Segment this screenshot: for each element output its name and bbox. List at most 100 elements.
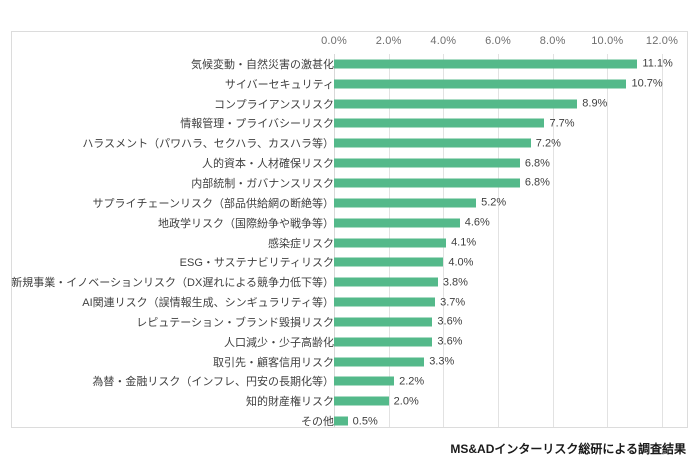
category-label: AI関連リスク（誤情報生成、シンギュラリティ等）: [82, 297, 334, 310]
bar: [334, 396, 389, 406]
bar-value-label: 10.7%: [631, 77, 663, 90]
bar-value-label: 4.1%: [451, 236, 477, 249]
bar: [334, 277, 438, 287]
x-axis-tick-label: 8.0%: [539, 35, 566, 47]
bar-value-label: 4.0%: [448, 256, 474, 269]
bar-container: 10.7%: [334, 77, 663, 90]
bar-container: 3.6%: [334, 315, 463, 328]
bar-container: 4.0%: [334, 256, 474, 269]
category-label: ESG・サステナビリティリスク: [179, 257, 334, 270]
bar-value-label: 7.7%: [549, 117, 575, 130]
category-label: 知的財産権リスク: [246, 396, 334, 409]
source-note: MS&ADインターリスク総研による調査結果: [450, 442, 686, 456]
bar-row: コンプライアンスリスク 8.9%: [12, 94, 687, 114]
bar: [334, 218, 460, 228]
bar: [334, 238, 447, 248]
bar: [334, 158, 520, 168]
bar-row: 人口減少・少子高齢化 3.6%: [12, 332, 687, 352]
bar-row: その他 0.5%: [12, 411, 687, 431]
bar-row: 気候変動・自然災害の激甚化 11.1%: [12, 54, 687, 74]
bar: [334, 357, 425, 367]
bar-row: 内部統制・ガバナンスリスク 6.8%: [12, 173, 687, 193]
bar-container: 3.7%: [334, 296, 466, 309]
category-label: 感染症リスク: [268, 237, 334, 250]
bar-rows: 気候変動・自然災害の激甚化 11.1% サイバーセキュリティ 10.7% コンプライアン…: [11, 54, 687, 431]
bar-value-label: 4.6%: [464, 216, 490, 229]
x-axis-tick-label: 2.0%: [375, 35, 402, 47]
category-label: 取引先・顧客信用リスク: [213, 356, 334, 369]
category-label: 地政学リスク（国際紛争や戦争等）: [158, 217, 334, 230]
bar-value-label: 3.6%: [437, 315, 463, 328]
bar-container: 3.6%: [334, 335, 463, 348]
bar-value-label: 3.6%: [437, 335, 463, 348]
bar: [334, 337, 433, 347]
category-label: 人口減少・少子高齢化: [224, 336, 334, 349]
bar-container: 3.8%: [334, 276, 468, 289]
bar-container: 0.5%: [334, 415, 378, 428]
bar-row: ハラスメント（パワハラ、セクハラ、カスハラ等） 7.2%: [12, 133, 687, 153]
category-label: コンプライアンスリスク: [213, 98, 334, 111]
bar-row: レピュテーション・ブランド毀損リスク 3.6%: [12, 312, 687, 332]
bar-container: 11.1%: [334, 57, 673, 70]
bar-row: AI関連リスク（誤情報生成、シンギュラリティ等） 3.7%: [12, 292, 687, 312]
bar-value-label: 7.2%: [535, 137, 561, 150]
category-label: 新規事業・イノベーションリスク（DX遅れによる競争力低下等）: [11, 277, 334, 290]
bar-value-label: 6.8%: [524, 176, 550, 189]
bar-value-label: 8.9%: [582, 97, 608, 110]
bar: [334, 376, 395, 386]
category-label: 気候変動・自然災害の激甚化: [191, 58, 334, 71]
bar-container: 2.0%: [334, 395, 419, 408]
bar-row: 情報管理・プライバシーリスク 7.7%: [12, 114, 687, 134]
bar: [334, 257, 444, 267]
bar-row: ESG・サステナビリティリスク 4.0%: [12, 252, 687, 272]
bar-row: 為替・金融リスク（インフレ、円安の長期化等） 2.2%: [12, 372, 687, 392]
x-axis-tick-label: 12.0%: [645, 35, 679, 47]
bar-container: 8.9%: [334, 97, 608, 110]
bar-value-label: 3.3%: [429, 355, 455, 368]
bar-value-label: 0.5%: [352, 415, 378, 428]
bar-row: 知的財産権リスク 2.0%: [12, 391, 687, 411]
bar-value-label: 3.7%: [440, 296, 466, 309]
bar: [334, 79, 627, 89]
chart-frame: 0.0% 2.0% 4.0% 6.0% 8.0% 10.0% 12.0% 気候変動・自然災害…: [11, 31, 688, 428]
category-label: 情報管理・プライバシーリスク: [180, 118, 334, 131]
bar-value-label: 3.8%: [442, 276, 468, 289]
bar-container: 7.7%: [334, 117, 575, 130]
bar-row: 地政学リスク（国際紛争や戦争等） 4.6%: [12, 213, 687, 233]
bar: [334, 317, 433, 327]
bar: [334, 198, 477, 208]
bar-row: 感染症リスク 4.1%: [12, 233, 687, 253]
bar: [334, 138, 531, 148]
bar-container: 4.1%: [334, 236, 477, 249]
x-axis-tick-label: 0.0%: [321, 35, 347, 47]
x-axis-tick-label: 4.0%: [430, 35, 457, 47]
x-axis-tick-labels: 0.0% 2.0% 4.0% 6.0% 8.0% 10.0% 12.0%: [12, 32, 687, 54]
bar-container: 7.2%: [334, 137, 561, 150]
category-label: ハラスメント（パワハラ、セクハラ、カスハラ等）: [82, 138, 334, 151]
bar-row: サイバーセキュリティ 10.7%: [12, 74, 687, 94]
bar-container: 4.6%: [334, 216, 490, 229]
category-label: サプライチェーンリスク（部品供給網の断絶等）: [92, 197, 334, 210]
bar-value-label: 2.0%: [393, 395, 419, 408]
bar-row: 新規事業・イノベーションリスク（DX遅れによる競争力低下等） 3.8%: [11, 272, 687, 292]
category-label: 人的資本・人材確保リスク: [202, 158, 334, 171]
bar-container: 6.8%: [334, 157, 550, 169]
bar-container: 3.3%: [334, 355, 455, 368]
category-label: 為替・金融リスク（インフレ、円安の長期化等）: [92, 376, 334, 389]
bar-value-label: 2.2%: [399, 375, 425, 388]
bar: [334, 118, 545, 128]
bar-row: 取引先・顧客信用リスク 3.3%: [12, 352, 687, 372]
bar-value-label: 11.1%: [642, 57, 673, 70]
category-label: サイバーセキュリティ: [224, 78, 334, 91]
bar: [334, 99, 578, 109]
bar-container: 5.2%: [334, 197, 506, 209]
bar-row: サプライチェーンリスク（部品供給網の断絶等） 5.2%: [12, 193, 687, 213]
category-label: 内部統制・ガバナンスリスク: [191, 177, 334, 190]
bar: [334, 297, 436, 307]
bar: [334, 178, 520, 188]
category-label: レピュテーション・ブランド毀損リスク: [136, 316, 334, 329]
x-axis-tick-label: 10.0%: [591, 35, 624, 47]
category-label: その他: [301, 416, 334, 429]
bar: [334, 416, 348, 426]
x-axis-tick-label: 6.0%: [485, 35, 511, 47]
